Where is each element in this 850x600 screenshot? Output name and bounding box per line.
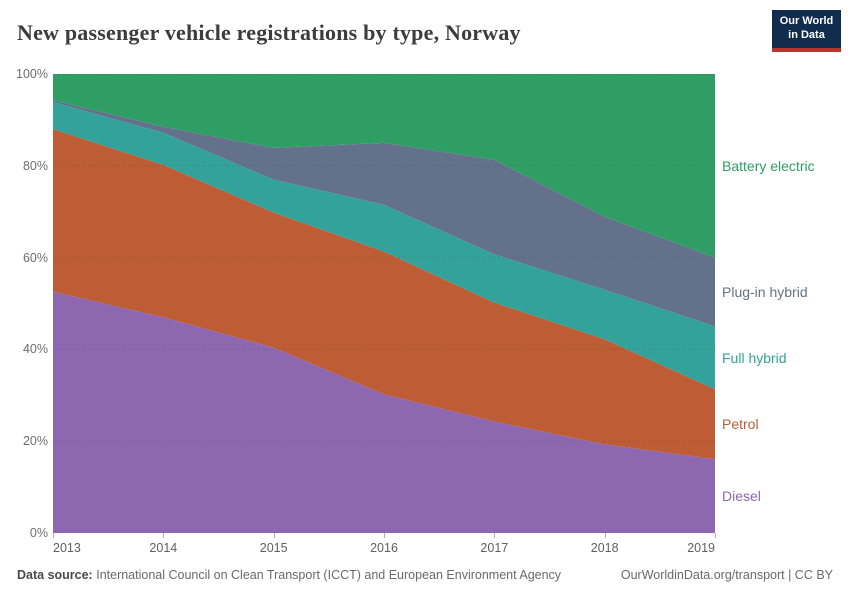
x-tickmark-2018 — [604, 533, 606, 538]
legend: Diesel Petrol Full hybrid Plug-in hybrid Bat… — [722, 74, 847, 533]
x-tick-label-2013: 2013 — [53, 541, 81, 555]
y-tick-label-100: 100% — [16, 67, 48, 81]
owid-logo-line2: in Data — [788, 29, 825, 41]
x-tick-label-2015: 2015 — [259, 541, 288, 555]
owid-logo[interactable]: Our World in Data — [772, 10, 841, 52]
x-tick-label-2018: 2018 — [590, 541, 619, 555]
footer: Data source: International Council on Cl… — [17, 568, 833, 582]
legend-label-petrol[interactable]: Petrol — [722, 416, 759, 433]
area-petrol[interactable] — [53, 129, 715, 460]
x-tick-label-2017: 2017 — [480, 541, 509, 555]
data-source-label: Data source: — [17, 568, 93, 582]
y-tick-label-0: 0% — [29, 526, 48, 540]
x-tickmark-2017 — [494, 533, 496, 538]
x-tickmark-2016 — [384, 533, 385, 538]
stacked-area-chart[interactable] — [53, 74, 715, 533]
x-tickmark-2013 — [53, 533, 54, 538]
area-full-hybrid[interactable] — [53, 102, 715, 390]
y-tick-label-60: 60% — [22, 250, 48, 265]
legend-label-full-hybrid[interactable]: Full hybrid — [722, 349, 787, 366]
y-tick-label-40: 40% — [22, 342, 48, 357]
owid-logo-line1: Our World — [779, 15, 834, 28]
y-tick-label-20: 20% — [22, 434, 48, 449]
page-title: New passenger vehicle registrations by t… — [17, 20, 521, 45]
area-battery-electric[interactable] — [53, 74, 715, 258]
x-tick-label-2016: 2016 — [370, 541, 398, 555]
x-tickmark-2015 — [273, 533, 275, 538]
x-tick-label-2014: 2014 — [149, 541, 178, 555]
x-tickmark-2014 — [163, 533, 165, 538]
x-tick-label-2019: 2019 — [687, 541, 715, 555]
owid-license-link[interactable]: OurWorldinData.org/transport | CC BY — [620, 568, 833, 582]
x-tickmark-2019 — [715, 533, 716, 538]
y-tick-label-80: 80% — [22, 158, 48, 173]
legend-label-diesel[interactable]: Diesel — [722, 488, 761, 505]
area-diesel[interactable] — [53, 291, 715, 533]
legend-label-battery-electric[interactable]: Battery electric — [722, 157, 815, 174]
data-source-text: International Council on Clean Transport… — [96, 568, 562, 582]
x-axis: 2013 2014 2015 2016 2017 2018 2019 — [53, 541, 715, 557]
data-source-note: Data source: International Council on Cl… — [17, 568, 561, 582]
legend-label-plug-in-hybrid[interactable]: Plug-in hybrid — [722, 284, 808, 301]
area-plug-in-hybrid[interactable] — [53, 100, 715, 327]
y-axis: 0% 20% 40% 60% 80% 100% — [0, 67, 48, 540]
